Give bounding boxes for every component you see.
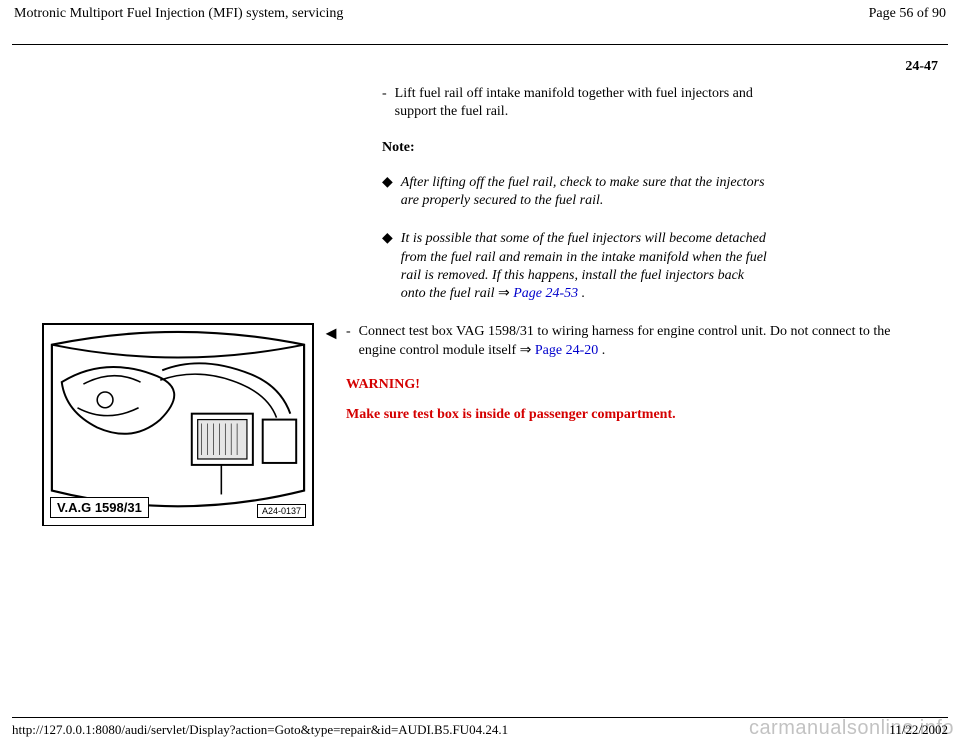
figure-illustration <box>44 325 312 525</box>
footer-url: http://127.0.0.1:8080/audi/servlet/Displ… <box>12 722 508 738</box>
step-text: Lift fuel rail off intake manifold toget… <box>395 85 772 120</box>
note2-link[interactable]: Page 24-53 <box>513 286 578 301</box>
figure-box: V.A.G 1598/31 A24-0137 <box>42 323 314 526</box>
figure-column: V.A.G 1598/31 A24-0137 <box>12 323 312 526</box>
dash-bullet: - <box>382 85 387 120</box>
note-text-1: After lifting off the fuel rail, check t… <box>401 174 772 210</box>
note-item-1: ◆ After lifting off the fuel rail, check… <box>382 174 772 210</box>
step2-pre: Connect test box VAG 1598/31 to wiring h… <box>359 324 891 358</box>
page-number: 24-47 <box>12 59 948 75</box>
warning-label: WARNING! <box>346 377 928 393</box>
header-page-of: Page 56 of 90 <box>869 6 946 22</box>
warning-body: Make sure test box is inside of passenge… <box>346 407 928 423</box>
diamond-bullet: ◆ <box>382 230 393 303</box>
pointer-arrow-icon: ◄ <box>312 323 346 344</box>
header-row: Motronic Multiport Fuel Injection (MFI) … <box>12 6 948 22</box>
section-figure-row: V.A.G 1598/31 A24-0137 ◄ - Connect test … <box>12 323 948 526</box>
step2-post: . <box>598 343 605 358</box>
arrow-glyph: ⇒ <box>520 343 535 358</box>
footer-rule <box>12 717 948 718</box>
header-rule <box>12 44 948 45</box>
arrow-glyph: ⇒ <box>498 286 513 301</box>
note2-post: . <box>578 286 585 301</box>
step2-text: Connect test box VAG 1598/31 to wiring h… <box>359 323 928 361</box>
header-title: Motronic Multiport Fuel Injection (MFI) … <box>14 6 343 22</box>
step2-link[interactable]: Page 24-20 <box>535 343 598 358</box>
content-area: - Lift fuel rail off intake manifold tog… <box>12 85 948 526</box>
note-label: Note: <box>382 140 772 156</box>
footer-row: http://127.0.0.1:8080/audi/servlet/Displ… <box>12 722 948 738</box>
footer: http://127.0.0.1:8080/audi/servlet/Displ… <box>12 717 948 738</box>
section2-text: - Connect test box VAG 1598/31 to wiring… <box>346 323 948 423</box>
dash-bullet: - <box>346 323 351 361</box>
page-root: Motronic Multiport Fuel Injection (MFI) … <box>0 0 960 742</box>
step2-item: - Connect test box VAG 1598/31 to wiring… <box>346 323 928 361</box>
note-item-2: ◆ It is possible that some of the fuel i… <box>382 230 772 303</box>
section-top: - Lift fuel rail off intake manifold tog… <box>382 85 772 303</box>
diamond-bullet: ◆ <box>382 174 393 210</box>
figure-label: V.A.G 1598/31 <box>50 497 149 518</box>
step-item: - Lift fuel rail off intake manifold tog… <box>382 85 772 120</box>
figure-code: A24-0137 <box>257 504 306 518</box>
footer-date: 11/22/2002 <box>889 722 948 738</box>
note-text-2: It is possible that some of the fuel inj… <box>401 230 772 303</box>
